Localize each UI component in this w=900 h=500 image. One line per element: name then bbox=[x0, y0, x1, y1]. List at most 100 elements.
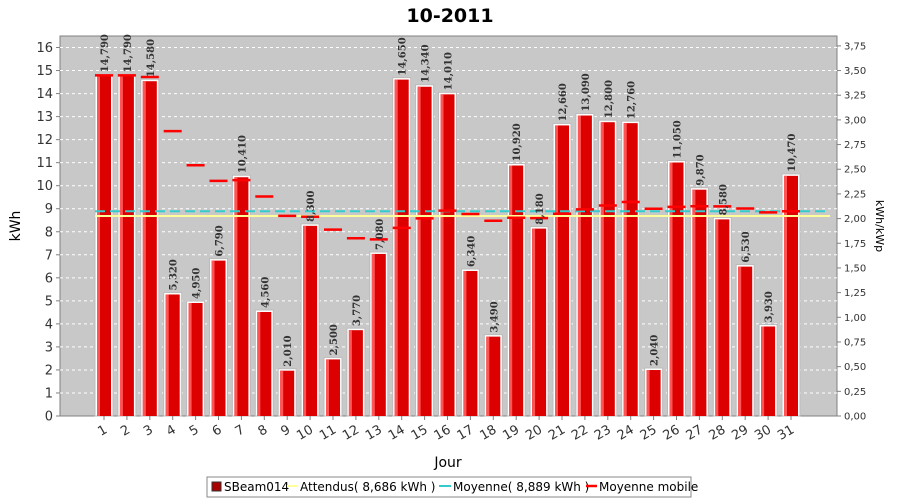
x-tick-label-31: 31 bbox=[775, 422, 797, 443]
x-tick-label-29: 29 bbox=[729, 422, 751, 443]
bar-2 bbox=[119, 76, 134, 416]
bar-highlight-10 bbox=[303, 225, 307, 416]
x-tick-label-19: 19 bbox=[500, 422, 522, 443]
y-tick-label-15: 15 bbox=[36, 64, 53, 79]
bar-23 bbox=[600, 122, 615, 416]
y-right-tick-label-0: 0,00 bbox=[844, 412, 866, 423]
y-axis-right: 0,00 0,25 0,50 0,75 1,00 1,25 1,50 1,75 2,00 2,25… bbox=[837, 41, 866, 423]
bar-value-label-10: 8,300 bbox=[306, 190, 317, 221]
x-tick-label-13: 13 bbox=[363, 422, 385, 443]
bar-27 bbox=[692, 189, 707, 416]
bar-highlight-16 bbox=[440, 94, 444, 416]
y-axis-label: kWh bbox=[8, 211, 24, 242]
bar-22 bbox=[577, 115, 592, 417]
bar-24 bbox=[623, 123, 638, 416]
bar-highlight-9 bbox=[280, 370, 284, 416]
bar-highlight-21 bbox=[555, 125, 558, 416]
bar-14 bbox=[394, 79, 409, 416]
y-right-tick-label-13: 3,25 bbox=[844, 91, 866, 102]
y-tick-label-0: 0 bbox=[45, 410, 53, 425]
y-tick-label-6: 6 bbox=[45, 271, 53, 286]
x-tick-label-1: 1 bbox=[95, 422, 110, 439]
x-tick-label-27: 27 bbox=[684, 422, 706, 443]
bar-value-label-2: 14,790 bbox=[123, 34, 134, 72]
bar-highlight-18 bbox=[486, 336, 490, 416]
chart-title: 10-2011 bbox=[406, 5, 493, 27]
x-tick-label-28: 28 bbox=[706, 422, 728, 443]
y-tick-label-1: 1 bbox=[45, 386, 53, 401]
bar-value-label-15: 14,340 bbox=[421, 44, 432, 82]
bar-value-label-14: 14,650 bbox=[398, 37, 409, 75]
y-right-tick-label-14: 3,50 bbox=[844, 66, 866, 77]
bar-value-label-7: 10,410 bbox=[237, 135, 248, 173]
bar-26 bbox=[669, 162, 684, 416]
x-tick-label-20: 20 bbox=[523, 422, 545, 443]
bar-highlight-23 bbox=[600, 122, 604, 416]
x-tick-label-30: 30 bbox=[752, 422, 774, 443]
x-tick-label-2: 2 bbox=[118, 422, 133, 439]
legend-label-attendus: Attendus( 8,686 kWh ) bbox=[300, 480, 435, 494]
y-axis-right-label: kWh/kWp bbox=[873, 200, 886, 252]
y-tick-label-12: 12 bbox=[36, 133, 53, 148]
bar-value-label-26: 11,050 bbox=[673, 120, 684, 158]
bar-value-label-17: 6,340 bbox=[466, 236, 477, 267]
bar-labels: 14,790 14,790 14,580 5,320 4,950 6,790 10,410 4… bbox=[100, 34, 798, 367]
x-tick-label-12: 12 bbox=[340, 422, 362, 443]
bar-30 bbox=[761, 326, 776, 416]
x-tick-label-21: 21 bbox=[546, 422, 568, 443]
bar-highlight-3 bbox=[142, 81, 146, 416]
bar-highlight-2 bbox=[119, 76, 123, 416]
bar-highlight-20 bbox=[532, 228, 536, 416]
bar-highlight-14 bbox=[394, 79, 398, 416]
bar-highlight-24 bbox=[623, 123, 627, 416]
reference-lines bbox=[95, 210, 830, 217]
x-tick-label-9: 9 bbox=[279, 422, 294, 439]
bar-8 bbox=[257, 311, 272, 416]
legend-swatch-sbeam bbox=[211, 481, 222, 492]
bar-highlight-31 bbox=[784, 175, 787, 416]
bar-highlight-5 bbox=[188, 303, 192, 416]
bar-highlight-29 bbox=[738, 266, 742, 416]
x-tick-label-4: 4 bbox=[164, 422, 179, 439]
bar-value-label-8: 4,560 bbox=[260, 277, 271, 308]
bar-10 bbox=[303, 225, 318, 416]
bar-value-label-12: 3,770 bbox=[352, 295, 363, 326]
bar-value-label-13: 7,080 bbox=[375, 219, 386, 250]
bar-12 bbox=[348, 330, 363, 416]
bar-value-label-6: 6,790 bbox=[215, 225, 226, 256]
bar-28 bbox=[715, 219, 730, 416]
bar-highlight-12 bbox=[348, 330, 352, 416]
bar-highlight-6 bbox=[211, 260, 215, 416]
bar-value-label-11: 2,500 bbox=[329, 324, 340, 355]
bar-highlight-13 bbox=[371, 253, 375, 416]
bar-highlight-19 bbox=[509, 165, 513, 416]
y-tick-label-10: 10 bbox=[36, 179, 53, 194]
bar-19 bbox=[509, 165, 524, 416]
legend-label-moyenne: Moyenne( 8,889 kWh ) bbox=[453, 480, 589, 494]
y-right-tick-label-8: 2,00 bbox=[844, 214, 866, 225]
bar-4 bbox=[165, 294, 180, 416]
y-tick-label-11: 11 bbox=[36, 156, 53, 171]
bar-value-label-4: 5,320 bbox=[169, 259, 180, 290]
y-tick-label-16: 16 bbox=[36, 41, 53, 56]
y-tick-label-13: 13 bbox=[36, 110, 53, 125]
x-tick-label-10: 10 bbox=[294, 422, 316, 443]
bar-25 bbox=[646, 370, 661, 416]
bar-value-label-1: 14,790 bbox=[100, 34, 111, 72]
y-tick-label-14: 14 bbox=[36, 87, 53, 102]
x-tick-label-3: 3 bbox=[141, 422, 156, 439]
legend-label-sbeam: SBeam014 bbox=[224, 480, 289, 494]
bar-1 bbox=[97, 76, 111, 416]
bar-highlight-25 bbox=[646, 370, 650, 416]
y-tick-label-9: 9 bbox=[45, 202, 53, 217]
bar-29 bbox=[738, 266, 753, 416]
bar-value-label-19: 10,920 bbox=[512, 123, 523, 161]
x-tick-label-25: 25 bbox=[638, 422, 660, 443]
y-right-tick-label-5: 1,25 bbox=[844, 288, 866, 299]
bar-value-label-16: 14,010 bbox=[444, 52, 455, 90]
y-tick-label-3: 3 bbox=[45, 340, 53, 355]
x-tick-label-14: 14 bbox=[386, 422, 408, 443]
bar-15 bbox=[417, 86, 432, 416]
